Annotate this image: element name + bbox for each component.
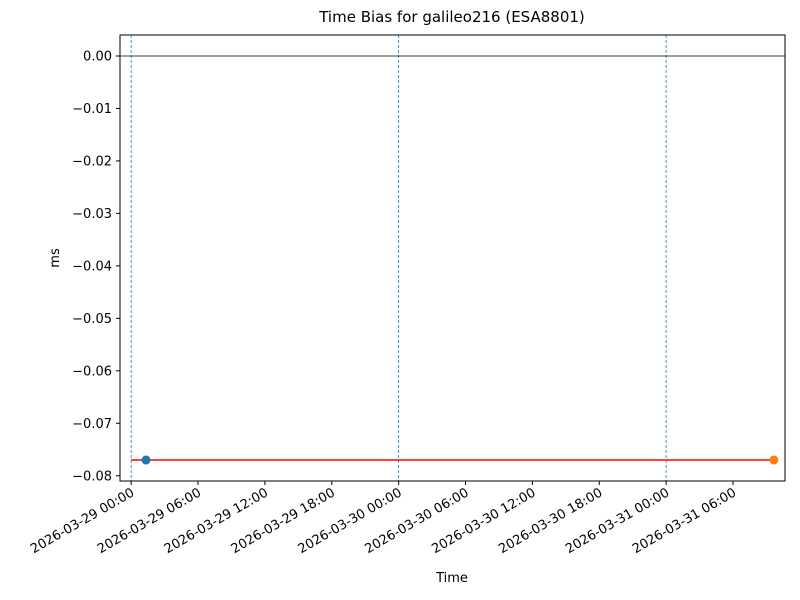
point <box>769 455 779 465</box>
y-tick-label: −0.02 <box>72 154 112 169</box>
y-tick-label: −0.04 <box>72 259 112 274</box>
y-tick-label: −0.06 <box>72 364 112 379</box>
plot-frame <box>119 34 786 482</box>
x-axis-label: Time <box>435 571 468 586</box>
y-axis-label: ms <box>48 248 63 268</box>
y-tick-label: −0.03 <box>72 207 112 222</box>
y-tick-label: −0.01 <box>72 102 112 117</box>
chart-title: Time Bias for galileo216 (ESA8801) <box>318 8 585 26</box>
y-tick-label: −0.08 <box>72 469 112 484</box>
y-tick-label: 0.00 <box>83 49 112 64</box>
y-tick-label: −0.07 <box>72 417 112 432</box>
point <box>141 455 151 465</box>
y-tick-label: −0.05 <box>72 312 112 327</box>
